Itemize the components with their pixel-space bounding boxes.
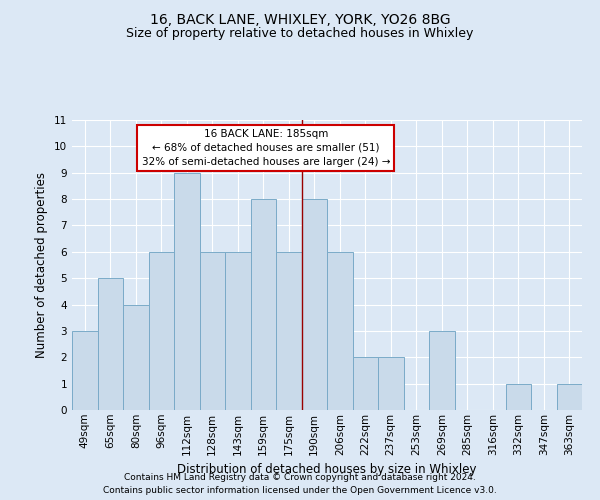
Bar <box>353 358 378 410</box>
Bar <box>505 384 531 410</box>
Bar <box>302 199 327 410</box>
Text: Contains public sector information licensed under the Open Government Licence v3: Contains public sector information licen… <box>103 486 497 495</box>
Text: 16, BACK LANE, WHIXLEY, YORK, YO26 8BG: 16, BACK LANE, WHIXLEY, YORK, YO26 8BG <box>149 12 451 26</box>
Bar <box>149 252 174 410</box>
Bar <box>378 358 404 410</box>
Text: 16 BACK LANE: 185sqm
← 68% of detached houses are smaller (51)
32% of semi-detac: 16 BACK LANE: 185sqm ← 68% of detached h… <box>142 128 390 166</box>
Bar <box>199 252 225 410</box>
Bar <box>123 304 149 410</box>
Bar <box>225 252 251 410</box>
Bar <box>174 172 199 410</box>
Bar <box>557 384 582 410</box>
Bar <box>72 331 97 410</box>
Text: Size of property relative to detached houses in Whixley: Size of property relative to detached ho… <box>127 28 473 40</box>
Text: Contains HM Land Registry data © Crown copyright and database right 2024.: Contains HM Land Registry data © Crown c… <box>124 472 476 482</box>
Bar <box>327 252 353 410</box>
Y-axis label: Number of detached properties: Number of detached properties <box>35 172 49 358</box>
X-axis label: Distribution of detached houses by size in Whixley: Distribution of detached houses by size … <box>177 463 477 476</box>
Bar <box>429 331 455 410</box>
Bar <box>97 278 123 410</box>
Bar <box>251 199 276 410</box>
Bar <box>276 252 302 410</box>
